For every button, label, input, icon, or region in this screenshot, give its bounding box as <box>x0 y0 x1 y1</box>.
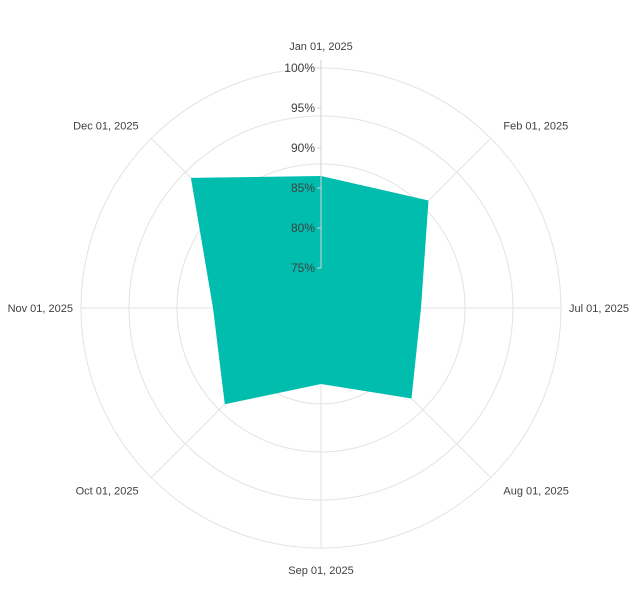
radar-series <box>190 176 429 405</box>
category-label: Feb 01, 2025 <box>503 121 568 133</box>
radial-axis: 75% 80% 85% 90% 95% 100% <box>284 60 322 275</box>
category-label: Sep 01, 2025 <box>288 565 353 577</box>
radial-tick-label: 85% <box>291 181 315 195</box>
radial-tick-label: 80% <box>291 221 315 235</box>
category-label: Jan 01, 2025 <box>289 41 353 53</box>
category-label: Aug 01, 2025 <box>503 485 568 497</box>
radial-tick-label: 95% <box>291 101 315 115</box>
radial-tick-label: 100% <box>284 61 315 75</box>
category-label: Nov 01, 2025 <box>8 303 73 315</box>
category-label: Oct 01, 2025 <box>76 485 139 497</box>
category-labels: Jan 01, 2025 Feb 01, 2025 Jul 01, 2025 Aug … <box>8 41 629 577</box>
series-area <box>190 176 429 405</box>
radial-tick-label: 75% <box>291 261 315 275</box>
category-label: Dec 01, 2025 <box>73 121 138 133</box>
category-label: Jul 01, 2025 <box>569 303 629 315</box>
radial-tick-label: 90% <box>291 141 315 155</box>
